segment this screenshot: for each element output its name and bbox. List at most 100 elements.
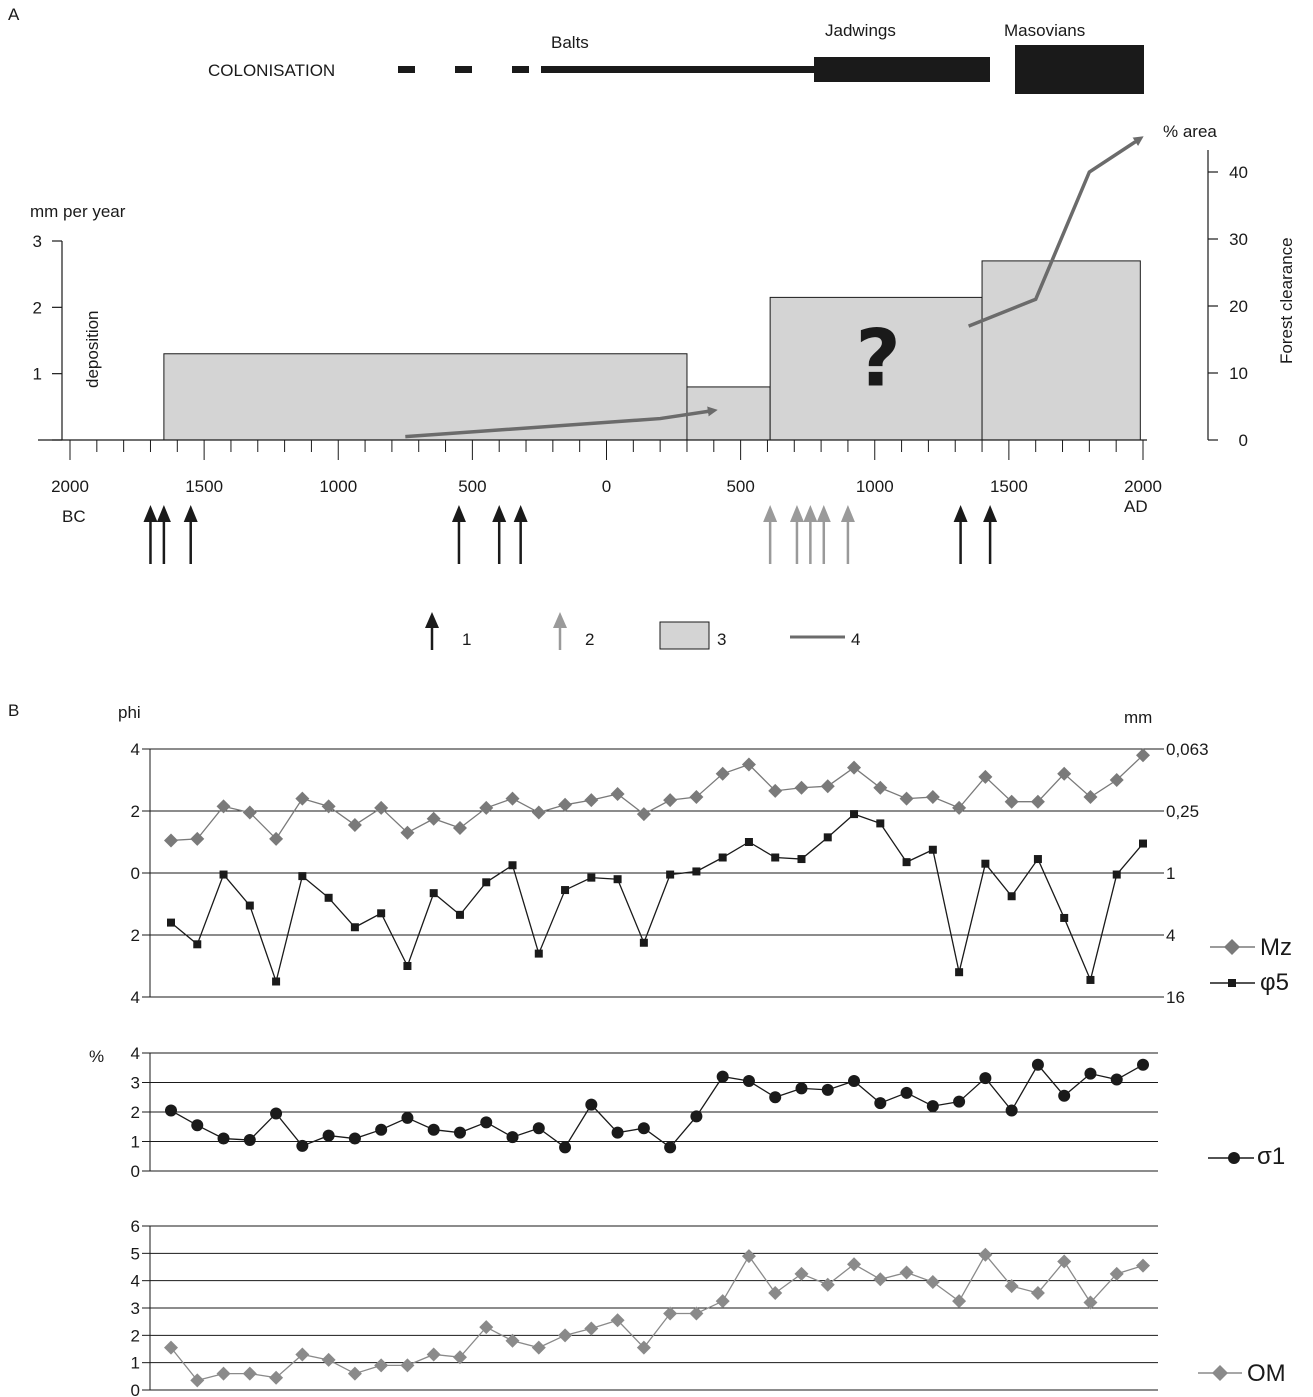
mz-point: [636, 807, 651, 822]
balts-line: [541, 66, 815, 73]
om-line: [170, 1253, 1144, 1382]
legend-mz-label: Mz: [1260, 934, 1292, 961]
sigma1-point: [953, 1095, 966, 1108]
sigma1-point: [1005, 1104, 1018, 1117]
sigma1-point: [1084, 1067, 1097, 1080]
event-arrow-type1-head: [513, 505, 528, 522]
y2-tick-label: 4: [1166, 926, 1175, 945]
mz-point: [400, 825, 415, 840]
sigma1-point: [716, 1070, 729, 1083]
panel-label-a: A: [8, 5, 20, 24]
dated-events: [143, 505, 998, 564]
mz-point: [1083, 790, 1098, 805]
forest-clearance-line: [405, 406, 718, 439]
circle-icon: [1228, 1152, 1240, 1164]
mz-point: [873, 780, 888, 795]
mz-point: [899, 791, 914, 806]
om-point: [689, 1306, 704, 1321]
phi5-point: [561, 886, 570, 895]
uncertain-mark: ?: [855, 314, 900, 404]
mz-line: [170, 754, 1144, 842]
y-tick-label: 4: [131, 988, 140, 1007]
sigma1-point: [427, 1123, 440, 1136]
x-tick-label: 1000: [319, 477, 357, 496]
om-point: [820, 1277, 835, 1292]
om-point: [847, 1257, 862, 1272]
phi5-point: [981, 859, 990, 868]
om-point: [190, 1373, 205, 1388]
percent-axis-title: %: [89, 1047, 104, 1066]
phi5-point: [377, 909, 386, 918]
sigma1-line: [170, 1063, 1144, 1149]
mz-point: [663, 793, 678, 808]
om-point: [768, 1285, 783, 1300]
deposition-bar: [163, 353, 688, 441]
mz-point: [1057, 766, 1072, 781]
phi5-point: [850, 810, 859, 819]
om-point: [715, 1294, 730, 1309]
phi5-point: [1007, 892, 1016, 901]
y2-tick-label: 1: [1166, 864, 1175, 883]
om-point: [1136, 1258, 1150, 1273]
legend-sigma1: σ1: [1208, 1143, 1285, 1170]
mz-point: [295, 791, 310, 806]
om-point: [794, 1266, 809, 1281]
square-icon: [1228, 979, 1236, 987]
mz-point: [452, 821, 467, 836]
phi-axis-title: phi: [118, 703, 141, 722]
sigma1-point: [1110, 1073, 1123, 1086]
mz-point: [584, 793, 599, 808]
sigma1-point: [874, 1097, 887, 1110]
mz-point: [1136, 748, 1150, 763]
sigma1-point: [1031, 1058, 1044, 1071]
om-point: [663, 1306, 678, 1321]
masovians-label: Masovians: [1004, 21, 1085, 40]
sigma1-point: [742, 1075, 755, 1088]
event-arrow-type1-head: [143, 505, 158, 522]
mz-point: [321, 799, 336, 814]
y2-tick-label: 20: [1229, 297, 1248, 316]
y-tick-label: 3: [131, 1074, 140, 1093]
om-point: [216, 1366, 231, 1381]
mz-point: [374, 800, 389, 815]
event-arrow-type2-head: [763, 505, 778, 522]
om-point: [374, 1358, 389, 1373]
phi5-point: [587, 873, 596, 882]
y-tick-label: 3: [131, 1299, 140, 1318]
phi5-point: [902, 858, 911, 867]
sigma1-point: [401, 1111, 414, 1124]
mz-point: [715, 766, 730, 781]
sigma1-point: [1137, 1058, 1149, 1071]
legend-item-3: 3: [659, 621, 726, 650]
sigma1-point: [585, 1098, 598, 1111]
colonisation-label: COLONISATION: [208, 61, 335, 80]
om-point: [584, 1321, 599, 1336]
mz-point: [190, 831, 205, 846]
y-tick-label: 2: [131, 1326, 140, 1345]
legend-key-4: 4: [851, 630, 860, 649]
event-arrow-type2-head: [816, 505, 831, 522]
mz-point: [689, 790, 704, 805]
mz-point: [269, 831, 284, 846]
phi5-point: [508, 861, 517, 870]
om-point: [242, 1366, 257, 1381]
phi5-point: [1060, 913, 1069, 922]
phi5-point: [482, 878, 491, 887]
phi5-point: [403, 962, 412, 970]
gray-arrow-icon: [553, 612, 567, 628]
mz-point: [242, 805, 257, 820]
phi5-point: [928, 845, 937, 854]
event-arrow-type2-head: [803, 505, 818, 522]
sigma1-point: [637, 1122, 650, 1135]
sigma1-point: [322, 1129, 335, 1142]
sigma1-point: [270, 1107, 283, 1120]
panel-label-b: B: [8, 701, 19, 720]
mz-point: [164, 833, 178, 848]
sigma1-point: [795, 1082, 808, 1095]
legend-om: OM: [1198, 1360, 1286, 1387]
sigma1-point: [664, 1141, 677, 1154]
om-point: [479, 1320, 494, 1335]
balts-dash-3: [512, 66, 529, 73]
phi5-point: [429, 889, 438, 898]
jadwings-bar: [814, 57, 990, 82]
